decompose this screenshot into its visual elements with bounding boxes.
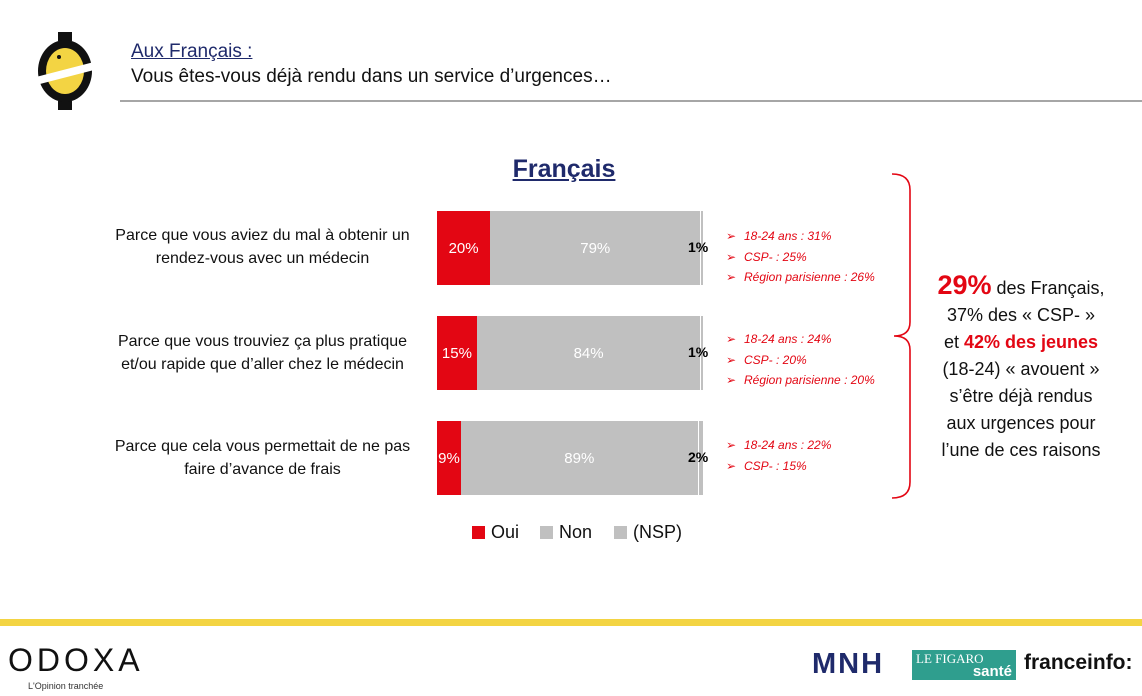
bar-nsp <box>700 316 703 390</box>
bar-label-oui: 15% <box>441 344 472 362</box>
annotation-item: ➢ Région parisienne : 20% <box>726 370 875 391</box>
bar-label-oui: 20% <box>448 239 479 257</box>
category-label: Parce que vous aviez du mal à obtenir un… <box>115 227 410 267</box>
mnh-logo: MNH <box>812 648 885 680</box>
annotation-item: ➢ CSP- : 20% <box>726 350 875 371</box>
arrow-icon: ➢ <box>726 249 737 264</box>
legend-swatch <box>472 526 485 539</box>
bar-label-non: 79% <box>580 239 611 257</box>
legend-swatch <box>614 526 627 539</box>
annotation-item: ➢ CSP- : 15% <box>726 456 831 477</box>
legend-item-oui: Oui <box>472 522 519 543</box>
annotation-item: ➢ 18-24 ans : 24% <box>726 329 875 350</box>
header-divider <box>120 100 1142 102</box>
category-label: Parce que cela vous permettait de ne pas… <box>114 438 411 478</box>
bracket-shape <box>891 173 911 499</box>
arrow-icon: ➢ <box>726 373 737 387</box>
chart-title: Français <box>512 155 616 183</box>
key-finding-callout: 29% des Français, 37% des « CSP- » et 42… <box>937 270 1105 461</box>
bar-non: 84% <box>476 316 701 390</box>
callout-headline-value: 29% <box>937 270 992 300</box>
bar-label-oui: 9% <box>438 449 460 467</box>
subgroup-annotations: ➢ 18-24 ans : 22% ➢ CSP- : 15% <box>726 435 831 476</box>
annotation-item: ➢ 18-24 ans : 31% <box>726 226 875 247</box>
franceinfo-logo: franceinfo: <box>1024 651 1133 674</box>
footer-band <box>0 619 1142 626</box>
page-subtitle: Aux Français : <box>131 41 253 62</box>
legend-item-nsp: (NSP) <box>614 522 682 543</box>
bar-label-nsp: 1% <box>688 239 709 255</box>
legend-swatch <box>540 526 553 539</box>
arrow-icon: ➢ <box>726 352 737 367</box>
odoxa-logo-icon <box>36 32 94 110</box>
bar-label-non: 84% <box>573 344 604 362</box>
subgroup-annotations: ➢ 18-24 ans : 31% ➢ CSP- : 25% ➢ Région par… <box>726 226 875 288</box>
bar-nsp <box>700 211 703 285</box>
bar-oui: 15% <box>437 316 477 390</box>
odoxa-wordmark: ODOXA <box>8 642 144 678</box>
annotation-item: ➢ 18-24 ans : 22% <box>726 435 831 456</box>
arrow-icon: ➢ <box>726 332 737 346</box>
bar-nsp <box>697 421 703 495</box>
legend-item-non: Non <box>540 522 592 543</box>
arrow-icon: ➢ <box>726 458 737 473</box>
bar-label-non: 89% <box>564 449 595 467</box>
category-label: Parce que vous trouviez ça plus pratique… <box>117 333 408 373</box>
arrow-icon: ➢ <box>726 270 737 284</box>
bar-label-nsp: 1% <box>688 344 709 360</box>
figaro-sante-logo: LE FIGARO santé <box>912 650 1016 680</box>
bar-non: 89% <box>460 421 698 495</box>
arrow-icon: ➢ <box>726 438 737 452</box>
page-question: Vous êtes-vous déjà rendu dans un servic… <box>131 66 612 87</box>
bar-non: 79% <box>490 211 701 285</box>
bar-oui: 9% <box>437 421 461 495</box>
odoxa-tagline: L'Opinion tranchée <box>28 681 104 691</box>
bar-label-nsp: 2% <box>688 449 709 465</box>
annotation-item: ➢ Région parisienne : 26% <box>726 267 875 288</box>
annotation-item: ➢ CSP- : 25% <box>726 247 875 268</box>
subgroup-annotations: ➢ 18-24 ans : 24% ➢ CSP- : 20% ➢ Région par… <box>726 329 875 391</box>
bar-oui: 20% <box>437 211 491 285</box>
arrow-icon: ➢ <box>726 229 737 243</box>
